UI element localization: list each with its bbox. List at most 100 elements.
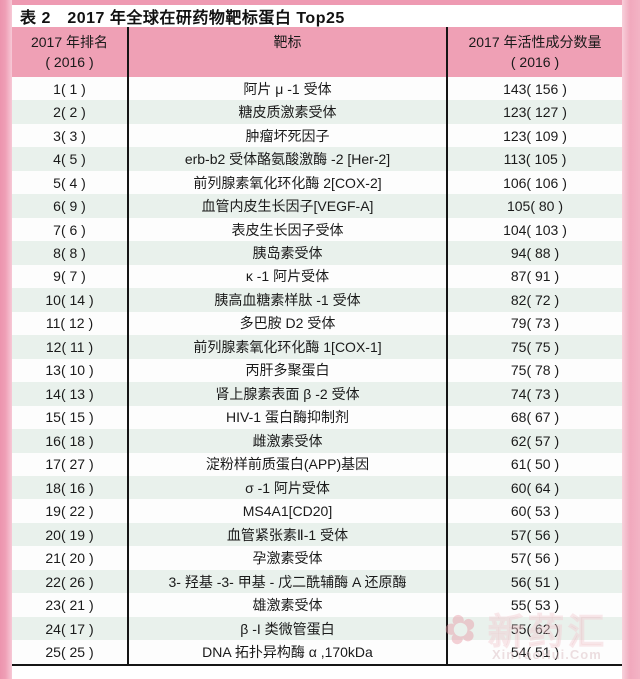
table-row: 7( 6 ) 表皮生长因子受体 104( 103 ): [12, 217, 622, 242]
rank-cell: 19( 22 ): [12, 499, 127, 523]
rank-cell: 20( 19 ): [12, 522, 127, 547]
count-cell: 54( 51 ): [448, 640, 622, 664]
table-row: 22( 26 ) 3- 羟基 -3- 甲基 - 戊二酰辅酶 A 还原酶 56( …: [12, 569, 622, 594]
target-cell: 孕激素受体: [127, 546, 448, 570]
rank-cell: 4( 5 ): [12, 147, 127, 171]
count-cell: 87( 91 ): [448, 264, 622, 289]
header-count: 2017 年活性成分数量 ( 2016 ): [448, 27, 622, 77]
count-cell: 62( 57 ): [448, 429, 622, 453]
target-cell: 雄激素受体: [127, 593, 448, 617]
rank-cell: 13( 10 ): [12, 358, 127, 383]
table-row: 12( 11 ) 前列腺素氧化环化酶 1[COX-1] 75( 75 ): [12, 335, 622, 359]
rank-cell: 8( 8 ): [12, 241, 127, 265]
count-cell: 74( 73 ): [448, 382, 622, 406]
header-count-line2: ( 2016 ): [510, 54, 560, 70]
target-cell: 前列腺素氧化环化酶 2[COX-2]: [127, 170, 448, 195]
count-cell: 60( 64 ): [448, 475, 622, 500]
table-row: 19( 22 ) MS4A1[CD20] 60( 53 ): [12, 499, 622, 523]
count-cell: 106( 106 ): [448, 170, 622, 195]
target-cell: DNA 拓扑异构酶 α ,170kDa: [127, 640, 448, 664]
rank-cell: 21( 20 ): [12, 546, 127, 570]
rank-cell: 1( 1 ): [12, 77, 127, 101]
target-cell: β -I 类微管蛋白: [127, 616, 448, 641]
table-row: 15( 15 ) HIV-1 蛋白酶抑制剂 68( 67 ): [12, 405, 622, 430]
target-cell: 糖皮质激素受体: [127, 100, 448, 124]
table-row: 2( 2 ) 糖皮质激素受体 123( 127 ): [12, 100, 622, 124]
target-cell: σ -1 阿片受体: [127, 475, 448, 500]
count-cell: 123( 109 ): [448, 123, 622, 148]
table-row: 18( 16 ) σ -1 阿片受体 60( 64 ): [12, 475, 622, 500]
target-cell: 淀粉样前质蛋白(APP)基因: [127, 452, 448, 476]
rank-cell: 17( 27 ): [12, 452, 127, 476]
table-row: 6( 9 ) 血管内皮生长因子[VEGF-A] 105( 80 ): [12, 194, 622, 218]
target-cell: 雌激素受体: [127, 429, 448, 453]
target-cell: 胰高血糖素样肽 -1 受体: [127, 288, 448, 312]
rank-cell: 22( 26 ): [12, 569, 127, 594]
target-cell: 阿片 μ -1 受体: [127, 77, 448, 101]
table-row: 24( 17 ) β -I 类微管蛋白 55( 62 ): [12, 616, 622, 641]
count-cell: 57( 56 ): [448, 522, 622, 547]
target-cell: 胰岛素受体: [127, 241, 448, 265]
count-cell: 55( 62 ): [448, 616, 622, 641]
count-cell: 56( 51 ): [448, 569, 622, 594]
target-cell: 血管内皮生长因子[VEGF-A]: [127, 194, 448, 218]
rank-cell: 2( 2 ): [12, 100, 127, 124]
target-cell: 肾上腺素表面 β -2 受体: [127, 382, 448, 406]
header-target-line1: 靶标: [273, 34, 302, 50]
rank-cell: 9( 7 ): [12, 264, 127, 289]
table-row: 8( 8 ) 胰岛素受体 94( 88 ): [12, 241, 622, 265]
rank-cell: 6( 9 ): [12, 194, 127, 218]
target-cell: 多巴胺 D2 受体: [127, 311, 448, 336]
count-cell: 68( 67 ): [448, 405, 622, 430]
table-row: 9( 7 ) κ -1 阿片受体 87( 91 ): [12, 264, 622, 289]
target-cell: 表皮生长因子受体: [127, 217, 448, 242]
header-target: 靶标: [127, 27, 448, 77]
table-title: 表 2 2017 年全球在研药物靶标蛋白 Top25: [12, 5, 622, 27]
table-row: 17( 27 ) 淀粉样前质蛋白(APP)基因 61( 50 ): [12, 452, 622, 476]
count-cell: 104( 103 ): [448, 217, 622, 242]
target-cell: 血管紧张素Ⅱ-1 受体: [127, 522, 448, 547]
table-row: 5( 4 ) 前列腺素氧化环化酶 2[COX-2] 106( 106 ): [12, 170, 622, 195]
table-row: 20( 19 ) 血管紧张素Ⅱ-1 受体 57( 56 ): [12, 522, 622, 547]
target-cell: MS4A1[CD20]: [127, 499, 448, 523]
count-cell: 105( 80 ): [448, 194, 622, 218]
rank-cell: 23( 21 ): [12, 593, 127, 617]
rank-cell: 7( 6 ): [12, 217, 127, 242]
count-cell: 94( 88 ): [448, 241, 622, 265]
target-cell: 前列腺素氧化环化酶 1[COX-1]: [127, 335, 448, 359]
target-cell: 3- 羟基 -3- 甲基 - 戊二酰辅酶 A 还原酶: [127, 569, 448, 594]
target-cell: 丙肝多聚蛋白: [127, 358, 448, 383]
target-cell: HIV-1 蛋白酶抑制剂: [127, 405, 448, 430]
table-row: 21( 20 ) 孕激素受体 57( 56 ): [12, 546, 622, 570]
rank-cell: 10( 14 ): [12, 288, 127, 312]
table-row: 25( 25 ) DNA 拓扑异构酶 α ,170kDa 54( 51 ): [12, 640, 622, 664]
frame-right-strip: [622, 0, 640, 679]
rank-cell: 5( 4 ): [12, 170, 127, 195]
table-header-row: 2017 年排名 ( 2016 ) 靶标 2017 年活性成分数量 ( 2016…: [12, 27, 622, 77]
rank-cell: 14( 13 ): [12, 382, 127, 406]
rank-cell: 11( 12 ): [12, 311, 127, 336]
rank-cell: 12( 11 ): [12, 335, 127, 359]
table-row: 16( 18 ) 雌激素受体 62( 57 ): [12, 429, 622, 453]
rank-cell: 3( 3 ): [12, 123, 127, 148]
rank-cell: 25( 25 ): [12, 640, 127, 664]
header-rank-line1: 2017 年排名: [30, 34, 109, 50]
header-count-line1: 2017 年活性成分数量: [468, 34, 602, 50]
rank-cell: 24( 17 ): [12, 616, 127, 641]
table-row: 1( 1 ) 阿片 μ -1 受体 143( 156 ): [12, 77, 622, 101]
table-body: 1( 1 ) 阿片 μ -1 受体 143( 156 ) 2( 2 ) 糖皮质激…: [12, 77, 622, 666]
count-cell: 55( 53 ): [448, 593, 622, 617]
rank-cell: 16( 18 ): [12, 429, 127, 453]
table-row: 3( 3 ) 肿瘤坏死因子 123( 109 ): [12, 123, 622, 148]
target-cell: κ -1 阿片受体: [127, 264, 448, 289]
rank-cell: 15( 15 ): [12, 405, 127, 430]
table-row: 10( 14 ) 胰高血糖素样肽 -1 受体 82( 72 ): [12, 288, 622, 312]
table-row: 11( 12 ) 多巴胺 D2 受体 79( 73 ): [12, 311, 622, 336]
count-cell: 82( 72 ): [448, 288, 622, 312]
count-cell: 60( 53 ): [448, 499, 622, 523]
table-row: 4( 5 ) erb-b2 受体酪氨酸激酶 -2 [Her-2] 113( 10…: [12, 147, 622, 171]
table-row: 23( 21 ) 雄激素受体 55( 53 ): [12, 593, 622, 617]
table-row: 13( 10 ) 丙肝多聚蛋白 75( 78 ): [12, 358, 622, 383]
count-cell: 123( 127 ): [448, 100, 622, 124]
